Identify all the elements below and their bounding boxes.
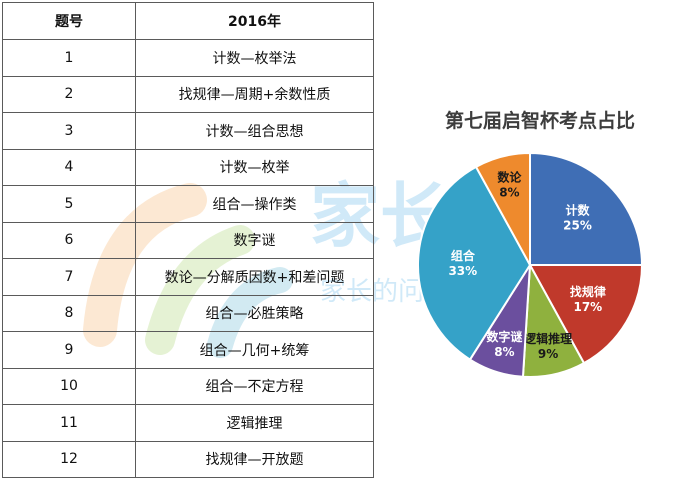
header-year: 2016年 — [135, 2, 374, 40]
pie-slice — [529, 151, 644, 266]
slice-label: 数论 — [497, 170, 522, 185]
cell-topic: 数论—分解质因数+和差问题 — [135, 258, 374, 296]
table-row: 6 数字谜 — [2, 221, 374, 259]
table-row: 5 组合—操作类 — [2, 185, 374, 223]
cell-topic: 找规律—周期+余数性质 — [135, 75, 374, 113]
cell-number: 2 — [2, 75, 136, 113]
cell-number: 9 — [2, 331, 136, 369]
slice-label: 组合 — [451, 248, 476, 263]
pie-slice — [528, 264, 644, 365]
slice-percent: 25% — [563, 218, 592, 232]
cell-topic: 组合—不定方程 — [135, 367, 374, 405]
cell-topic: 找规律—开放题 — [135, 440, 374, 478]
cell-number: 10 — [2, 367, 136, 405]
table-row: 7 数论—分解质因数+和差问题 — [2, 258, 374, 296]
table-row: 4 计数—枚举 — [2, 148, 374, 186]
slice-label: 计数 — [566, 202, 591, 217]
cell-topic: 计数—枚举法 — [135, 39, 374, 77]
slice-label: 逻辑推理 — [524, 331, 572, 346]
slice-percent: 8% — [494, 345, 514, 359]
slice-percent: 9% — [538, 347, 558, 361]
cell-topic: 组合—操作类 — [135, 185, 374, 223]
cell-topic: 数字谜 — [135, 221, 374, 259]
table-row: 1 计数—枚举法 — [2, 39, 374, 77]
cell-topic: 组合—几何+统筹 — [135, 331, 374, 369]
cell-topic: 计数—组合思想 — [135, 112, 374, 150]
header-number: 题号 — [2, 2, 136, 40]
cell-topic: 逻辑推理 — [135, 404, 374, 442]
cell-number: 12 — [2, 440, 136, 478]
topics-table: 题号 2016年 1 计数—枚举法 2 找规律—周期+余数性质 3 计数—组合思想 4 计数—… — [2, 2, 374, 478]
table-row: 3 计数—组合思想 — [2, 112, 374, 150]
cell-number: 11 — [2, 404, 136, 442]
cell-number: 3 — [2, 112, 136, 150]
cell-topic: 计数—枚举 — [135, 148, 374, 186]
table-row: 8 组合—必胜策略 — [2, 294, 374, 332]
cell-number: 5 — [2, 185, 136, 223]
cell-number: 7 — [2, 258, 136, 296]
pie-slice — [474, 151, 531, 266]
table-row: 9 组合—几何+统筹 — [2, 331, 374, 369]
slice-label: 找规律 — [570, 284, 606, 299]
slice-percent: 33% — [448, 264, 477, 278]
slice-label: 数字谜 — [486, 329, 523, 344]
table-row: 11 逻辑推理 — [2, 404, 374, 442]
table-header-row: 题号 2016年 — [2, 2, 374, 40]
cell-number: 1 — [2, 39, 136, 77]
cell-number: 8 — [2, 294, 136, 332]
table-row: 10 组合—不定方程 — [2, 367, 374, 405]
cell-number: 4 — [2, 148, 136, 186]
table-row: 2 找规律—周期+余数性质 — [2, 75, 374, 113]
cell-topic: 组合—必胜策略 — [135, 294, 374, 332]
cell-number: 6 — [2, 221, 136, 259]
slice-percent: 8% — [499, 186, 519, 200]
slice-percent: 17% — [573, 300, 602, 314]
table-row: 12 找规律—开放题 — [2, 440, 374, 478]
chart-title: 第七届启智杯考点占比 — [444, 110, 635, 132]
